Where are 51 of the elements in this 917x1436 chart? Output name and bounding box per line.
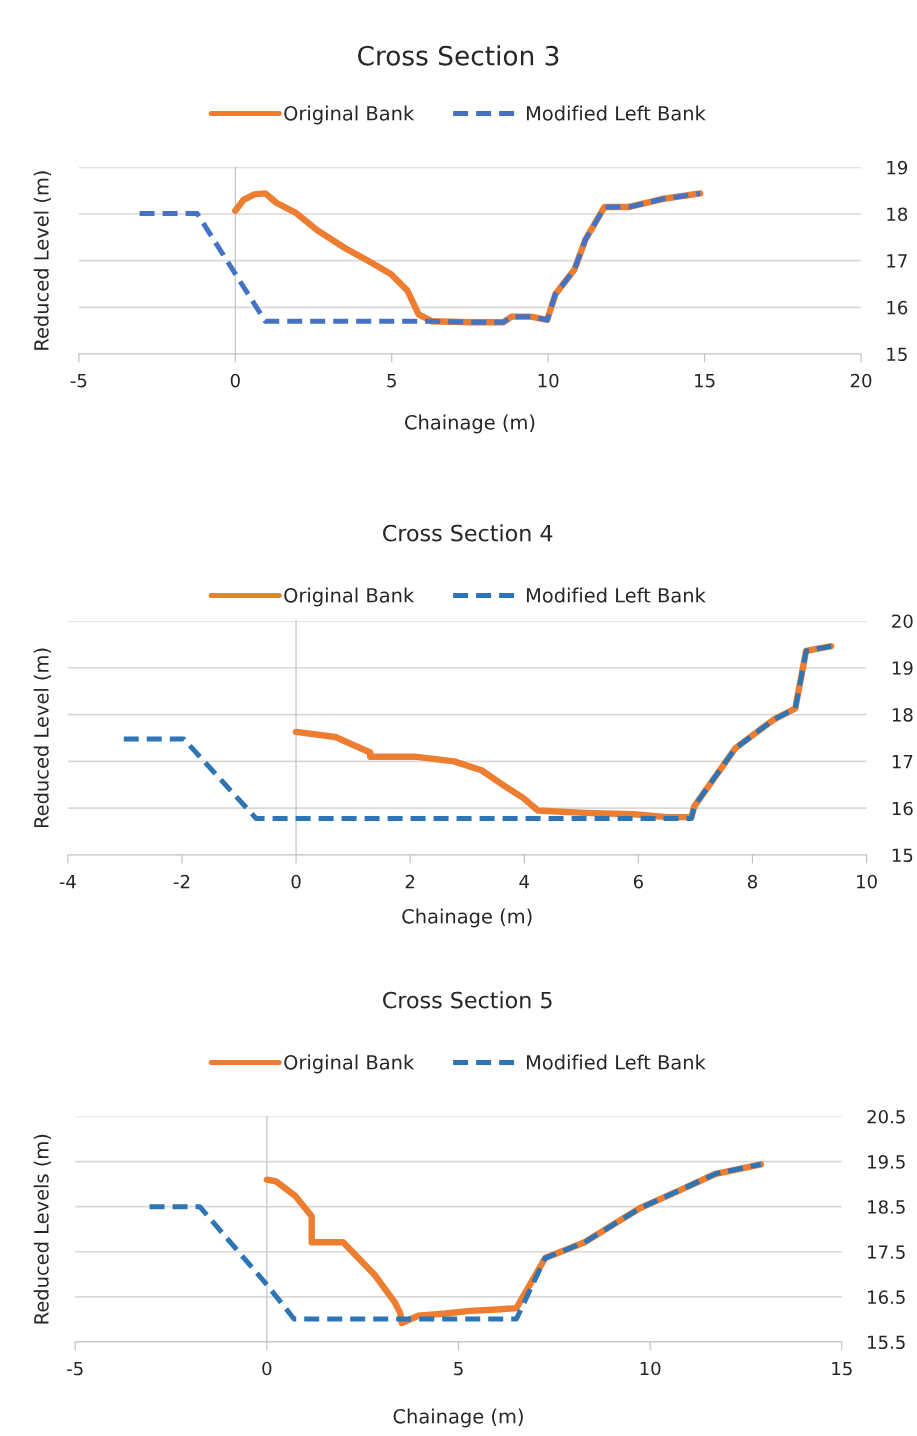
- x-tick-label: 10: [538, 373, 559, 388]
- x-axis-title: Chainage (m): [402, 908, 532, 928]
- chart-title: Cross Section 4: [383, 524, 553, 542]
- y-tick-label: 15: [887, 347, 907, 362]
- legend-label: Original Bank: [284, 105, 415, 125]
- x-tick-label: 10: [857, 874, 877, 889]
- x-tick-label: -4: [59, 874, 76, 889]
- x-tick-label: 15: [832, 1361, 852, 1376]
- y-tick-label: 18: [887, 207, 908, 222]
- legend-label: Original Bank: [284, 1054, 415, 1074]
- x-tick-label: 15: [695, 373, 715, 388]
- x-tick-label: -2: [173, 874, 190, 889]
- y-tick-label: 18.5: [868, 1200, 905, 1214]
- x-tick-label: 0: [291, 874, 301, 889]
- x-axis-title: Chainage (m): [393, 1408, 523, 1428]
- y-tick-label: 20.5: [867, 1109, 905, 1124]
- y-tick-label: 17: [887, 254, 907, 268]
- y-tick-label: 15.5: [868, 1335, 905, 1350]
- y-axis-title: Reduced Level (m): [33, 648, 52, 828]
- x-tick-label: 0: [230, 373, 240, 388]
- y-tick-label: 17.5: [868, 1245, 905, 1259]
- chart-title: Cross Section 5: [383, 991, 552, 1009]
- y-tick-label: 16: [892, 801, 913, 816]
- x-tick-label: 8: [747, 874, 757, 889]
- y-axis-title: Reduced Level (m): [33, 171, 52, 350]
- x-tick-label: 2: [405, 874, 415, 889]
- x-tick-label: 5: [387, 373, 396, 388]
- y-tick-label: 18: [892, 708, 913, 722]
- y-tick-label: 20: [892, 614, 913, 629]
- x-tick-label: -5: [70, 373, 87, 388]
- x-tick-label: 10: [640, 1361, 661, 1376]
- x-tick-label: 20: [850, 373, 872, 388]
- y-tick-label: 16.5: [868, 1290, 905, 1304]
- x-tick-label: 6: [633, 874, 643, 889]
- x-tick-label: -5: [67, 1361, 83, 1376]
- y-tick-label: 17: [892, 755, 913, 769]
- legend-label: Original Bank: [284, 587, 415, 607]
- legend-label: Modified Left Bank: [526, 587, 706, 603]
- x-axis-title: Chainage (m): [405, 414, 535, 434]
- chart-title: Cross Section 3: [358, 45, 559, 66]
- y-tick-label: 19.5: [868, 1155, 905, 1169]
- y-tick-label: 19: [887, 160, 908, 175]
- legend-label: Modified Left Bank: [526, 105, 706, 121]
- y-tick-label: 19: [892, 661, 913, 675]
- y-tick-label: 15: [892, 848, 913, 863]
- x-tick-label: 0: [262, 1361, 272, 1376]
- x-tick-label: 4: [519, 874, 529, 889]
- y-axis-title: Reduced Levels (m): [33, 1134, 52, 1324]
- legend-label: Modified Left Bank: [526, 1054, 706, 1070]
- x-tick-label: 5: [454, 1361, 463, 1376]
- y-tick-label: 16: [887, 300, 908, 315]
